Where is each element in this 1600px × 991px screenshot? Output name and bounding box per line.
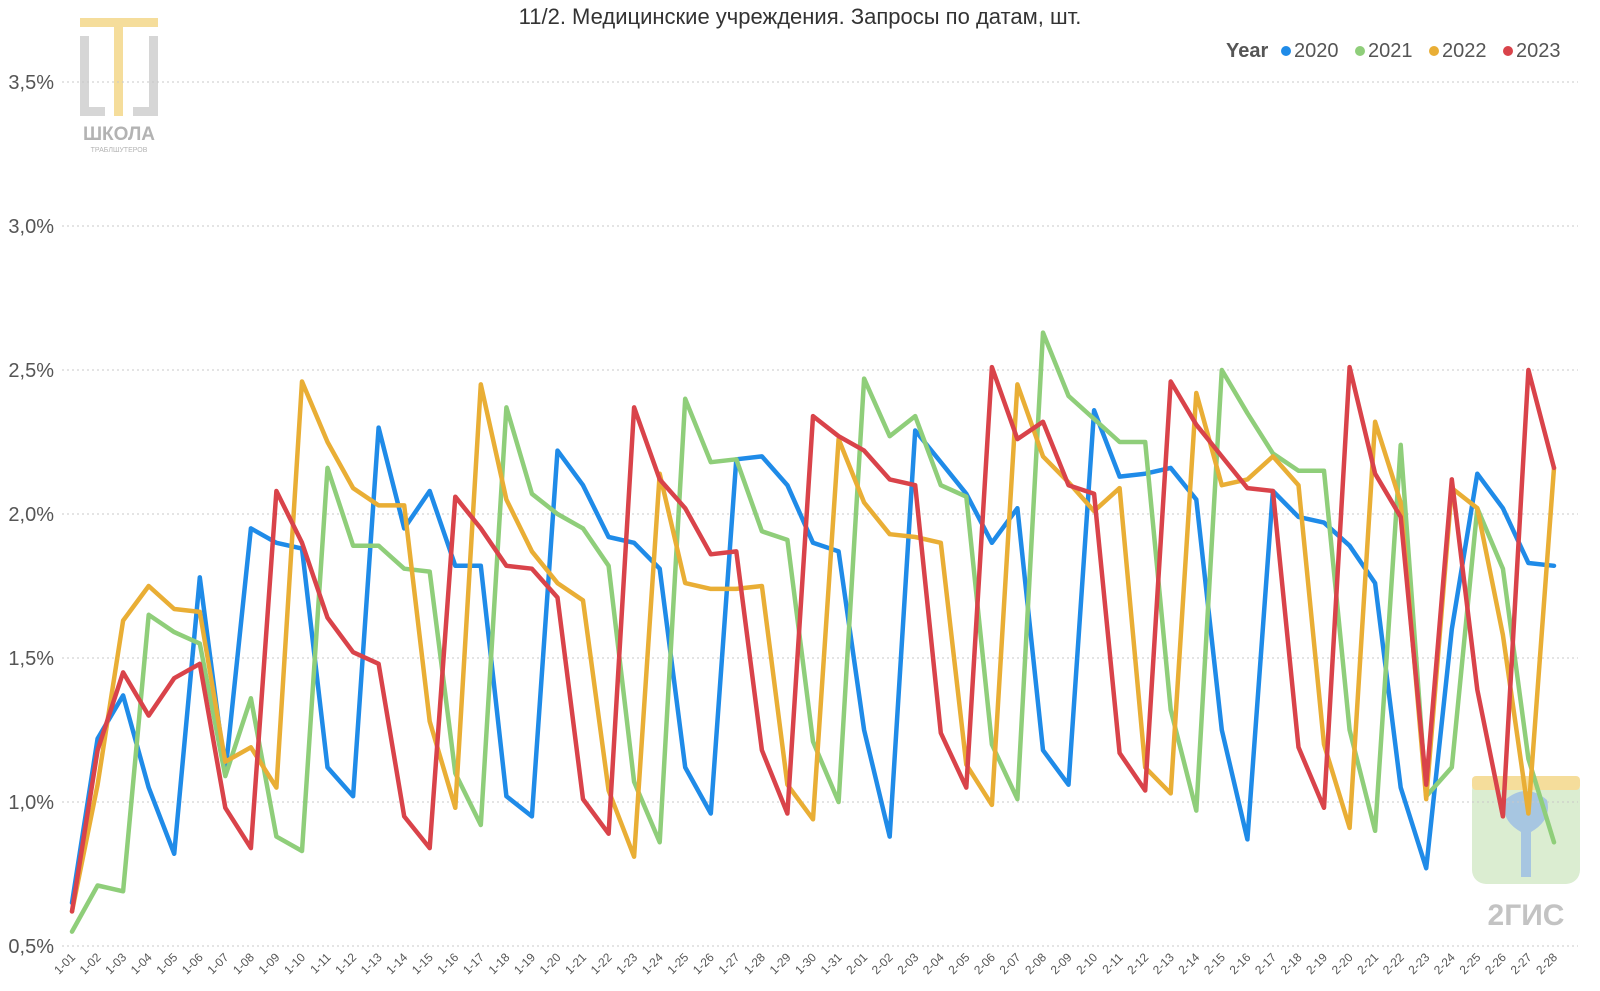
x-tick-label: 1-09 (256, 950, 283, 977)
series-lines (69, 330, 1557, 934)
x-tick-label: 2-28 (1533, 950, 1560, 977)
x-tick-label: 1-02 (77, 950, 104, 977)
school-logo: ШКОЛА ТРАБЛШУТЕРОВ (80, 18, 158, 154)
x-tick-label: 2-17 (1252, 950, 1279, 977)
x-tick-label: 2-06 (971, 950, 998, 977)
x-tick-label: 1-24 (639, 950, 666, 977)
x-tick-label: 2-08 (1022, 950, 1049, 977)
school-logo-subtitle: ТРАБЛШУТЕРОВ (91, 147, 148, 154)
y-tick-label: 2,0% (8, 504, 54, 526)
x-tick-label: 1-03 (102, 950, 129, 977)
x-tick-label: 1-29 (767, 950, 794, 977)
x-tick-label: 1-04 (128, 950, 155, 977)
x-tick-label: 1-23 (613, 950, 640, 977)
x-tick-label: 1-22 (588, 950, 615, 977)
y-tick-label: 3,5% (8, 72, 54, 94)
x-tick-label: 2-26 (1482, 950, 1509, 977)
x-tick-label: 1-08 (230, 950, 257, 977)
y-tick-label: 1,0% (8, 792, 54, 814)
x-tick-label: 1-25 (664, 950, 691, 977)
x-axis: 1-011-021-031-041-051-061-071-081-091-10… (51, 950, 1560, 977)
x-tick-label: 2-15 (1201, 950, 1228, 977)
x-tick-label: 2-14 (1176, 950, 1203, 977)
x-tick-label: 1-26 (690, 950, 717, 977)
x-tick-label: 1-17 (460, 950, 487, 977)
legend-label-2021: 2021 (1368, 40, 1413, 62)
x-tick-label: 1-14 (383, 950, 410, 977)
x-tick-label: 1-13 (358, 950, 385, 977)
x-tick-label: 1-20 (537, 950, 564, 977)
legend-marker-2022 (1429, 46, 1439, 56)
series-line-2020 (69, 408, 1557, 906)
chart-title: 11/2. Медицинские учреждения. Запросы по… (519, 4, 1082, 29)
x-tick-label: 2-02 (869, 950, 896, 977)
x-tick-label: 1-06 (179, 950, 206, 977)
x-tick-label: 2-18 (1278, 950, 1305, 977)
legend-title: Year (1226, 40, 1268, 62)
legend-label-2023: 2023 (1516, 40, 1561, 62)
x-tick-label: 1-11 (307, 950, 333, 976)
x-tick-label: 1-27 (716, 950, 743, 977)
x-tick-label: 2-24 (1431, 950, 1458, 977)
x-tick-label: 2-05 (946, 950, 973, 977)
y-tick-label: 0,5% (8, 936, 54, 958)
x-tick-label: 1-15 (409, 950, 436, 977)
x-tick-label: 1-19 (511, 950, 538, 977)
school-logo-title: ШКОЛА (83, 124, 155, 145)
legend-marker-2023 (1503, 46, 1513, 56)
legend-marker-2020 (1281, 46, 1291, 56)
x-tick-label: 1-30 (792, 950, 819, 977)
x-tick-label: 2-09 (1048, 950, 1075, 977)
x-tick-label: 2-27 (1508, 950, 1535, 977)
x-tick-label: 1-28 (741, 950, 768, 977)
x-tick-label: 1-21 (562, 950, 589, 977)
x-tick-label: 2-21 (1354, 950, 1381, 977)
2gis-logo-text: 2ГИС (1488, 899, 1565, 932)
x-tick-label: 1-05 (153, 950, 180, 977)
x-tick-label: 2-20 (1329, 950, 1356, 977)
series-line-2022 (69, 379, 1557, 914)
x-tick-label: 1-16 (435, 950, 462, 977)
x-tick-label: 2-22 (1380, 950, 1407, 977)
x-tick-label: 1-07 (205, 950, 232, 977)
x-tick-label: 2-07 (997, 950, 1024, 977)
x-tick-label: 1-10 (281, 950, 308, 977)
x-tick-label: 2-03 (894, 950, 921, 977)
x-tick-label: 1-01 (51, 950, 78, 977)
y-axis: 0,5% 1,0% 1,5% 2,0% 2,5% 3,0% 3,5% (8, 72, 54, 958)
legend: Year 2020 2021 2022 2023 (1226, 40, 1561, 62)
x-tick-label: 2-04 (920, 950, 947, 977)
x-tick-label: 2-10 (1073, 950, 1100, 977)
x-tick-label: 2-13 (1150, 950, 1177, 977)
x-tick-label: 2-23 (1405, 950, 1432, 977)
x-tick-label: 1-18 (486, 950, 513, 977)
x-tick-label: 2-11 (1099, 950, 1125, 976)
x-tick-label: 2-16 (1227, 950, 1254, 977)
y-tick-label: 2,5% (8, 360, 54, 382)
x-tick-label: 1-31 (818, 950, 845, 977)
x-tick-label: 1-12 (332, 950, 359, 977)
x-tick-label: 2-19 (1303, 950, 1330, 977)
x-tick-label: 2-25 (1457, 950, 1484, 977)
y-tick-label: 3,0% (8, 216, 54, 238)
series-line-2023 (69, 364, 1557, 914)
x-tick-label: 2-12 (1124, 950, 1151, 977)
legend-marker-2021 (1355, 46, 1365, 56)
y-tick-label: 1,5% (8, 648, 54, 670)
legend-label-2020: 2020 (1294, 40, 1339, 62)
legend-label-2022: 2022 (1442, 40, 1487, 62)
x-tick-label: 2-01 (843, 950, 870, 977)
